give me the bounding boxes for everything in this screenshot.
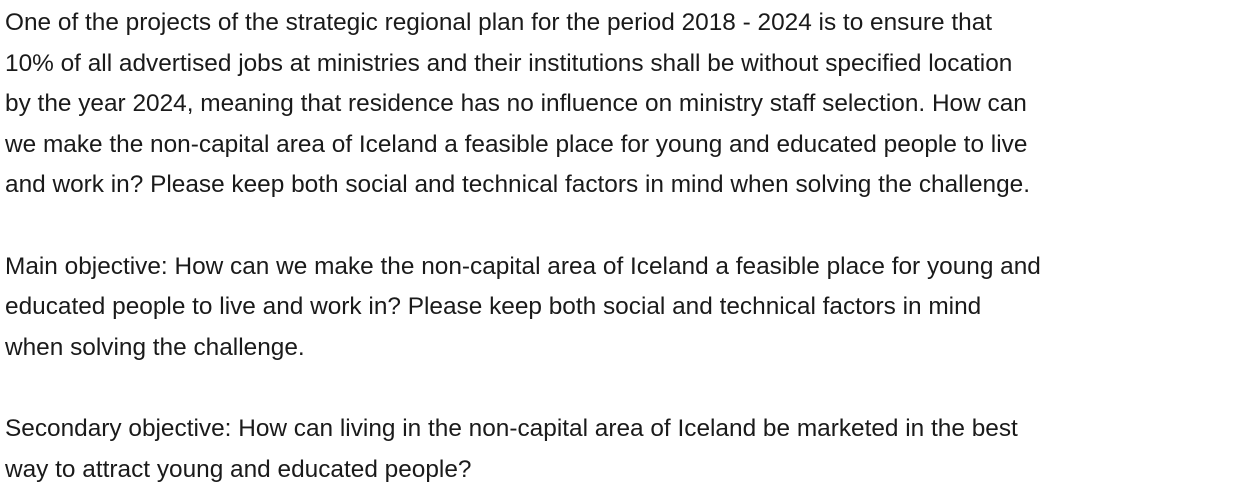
- secondary-objective-paragraph: Secondary objective: How can living in t…: [5, 409, 1245, 490]
- main-objective-line-2: educated people to live and work in? Ple…: [5, 293, 982, 321]
- intro-line-2: 10% of all advertised jobs at ministries…: [5, 49, 1013, 77]
- secondary-objective-line-2: way to attract young and educated people…: [5, 455, 472, 483]
- main-objective-line-3: when solving the challenge.: [5, 333, 305, 361]
- intro-paragraph: One of the projects of the strategic reg…: [5, 3, 1245, 206]
- main-objective-line-1: Main objective: How can we make the non-…: [5, 252, 1041, 280]
- intro-line-4: we make the non-capital area of Iceland …: [5, 130, 1028, 158]
- intro-line-5: and work in? Please keep both social and…: [5, 171, 1031, 199]
- main-objective-paragraph: Main objective: How can we make the non-…: [5, 247, 1245, 369]
- secondary-objective-line-1: Secondary objective: How can living in t…: [5, 414, 1018, 442]
- intro-line-3: by the year 2024, meaning that residence…: [5, 90, 1027, 118]
- intro-line-1: One of the projects of the strategic reg…: [5, 9, 993, 36]
